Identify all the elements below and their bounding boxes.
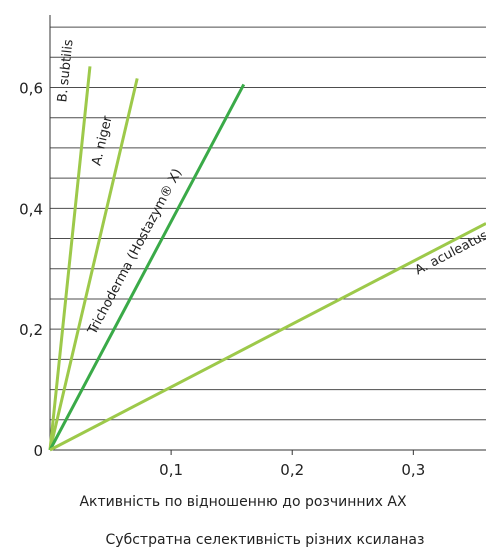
series-line (48, 66, 92, 451)
series-line (48, 78, 139, 451)
grid (50, 26, 486, 421)
y-tick-label: 0,2 (19, 321, 43, 339)
x-ticks (170, 450, 414, 455)
series-label: B. subtilis (55, 38, 76, 103)
x-tick-label: 0,1 (159, 461, 183, 479)
series-label: A. niger (89, 114, 115, 167)
series-line (49, 222, 486, 452)
y-tick-label: 0 (33, 442, 43, 460)
y-tick-label: 0,4 (19, 200, 43, 218)
series-line (48, 83, 246, 451)
y-tick-label: 0,6 (19, 80, 43, 98)
series-label: Trichoderma (Hostazym® X) (85, 166, 186, 338)
x-tick-label: 0,2 (280, 461, 304, 479)
x-tick-label: 0,3 (401, 461, 425, 479)
series-label: A. aculeatus (413, 228, 486, 278)
x-axis-label: Активність по відношенню до розчинних АХ (79, 494, 406, 510)
x-tick-labels: 0,1 0,2 0,3 (159, 461, 425, 479)
series (48, 66, 486, 452)
chart-caption: Субстратна селективність різних ксиланаз (106, 532, 425, 548)
y-tick-labels: 0 0,2 0,4 0,6 (19, 80, 43, 461)
